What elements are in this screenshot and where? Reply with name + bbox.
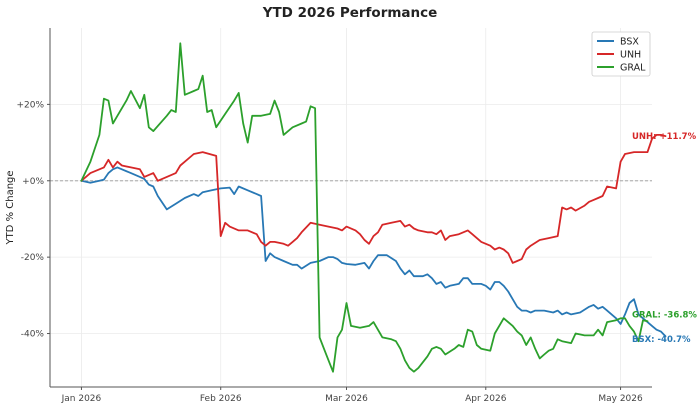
x-tick-label: May 2026 xyxy=(598,394,643,404)
series-line-gral xyxy=(80,42,649,373)
series-line-bsx xyxy=(80,166,667,338)
x-tick-label: Feb 2026 xyxy=(200,394,242,404)
y-tick-label: +0% xyxy=(22,177,44,187)
x-tick-label: Apr 2026 xyxy=(465,394,507,404)
legend-box xyxy=(591,31,651,77)
y-tick-label: -40% xyxy=(21,330,45,340)
end-label-bsx: BSX: -40.7% xyxy=(632,335,691,345)
legend-label-gral: GRAL xyxy=(620,63,646,74)
y-tick-label: +20% xyxy=(16,100,44,110)
x-tick-label: Mar 2026 xyxy=(325,394,368,404)
end-labels: BSX: -40.7% UNH: +11.7% GRAL: -36.8% xyxy=(632,132,697,345)
x-tick-label: Jan 2026 xyxy=(61,394,102,404)
y-tick-label: -20% xyxy=(21,253,45,263)
y-axis-title: YTD % Change xyxy=(5,170,16,245)
legend: BSX UNH GRAL xyxy=(591,31,651,77)
tick-labels: Jan 2026 Feb 2026 Mar 2026 Apr 2026 May 2026… xyxy=(16,100,643,404)
end-label-unh: UNH: +11.7% xyxy=(632,132,697,142)
series-group xyxy=(80,42,667,373)
legend-label-bsx: BSX xyxy=(620,37,639,48)
series-line-unh xyxy=(80,133,667,264)
chart-title: YTD 2026 Performance xyxy=(262,5,438,21)
end-label-gral: GRAL: -36.8% xyxy=(632,310,697,320)
legend-label-unh: UNH xyxy=(620,50,641,61)
axes xyxy=(49,28,652,388)
